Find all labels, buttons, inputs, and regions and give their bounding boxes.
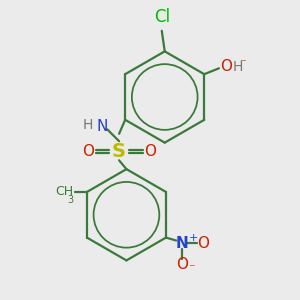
- Text: O: O: [220, 59, 232, 74]
- Text: ⁻: ⁻: [189, 262, 195, 275]
- Text: O: O: [82, 144, 94, 159]
- Text: ⁻: ⁻: [239, 57, 246, 70]
- Text: S: S: [112, 142, 126, 161]
- Text: O: O: [176, 256, 188, 272]
- Text: H: H: [82, 118, 93, 132]
- Text: 3: 3: [68, 196, 74, 206]
- Text: N: N: [176, 236, 188, 251]
- Text: O: O: [197, 236, 209, 251]
- Text: O: O: [144, 144, 156, 159]
- Text: Cl: Cl: [154, 8, 170, 26]
- Text: H: H: [232, 60, 243, 74]
- Text: N: N: [97, 119, 108, 134]
- Text: CH: CH: [56, 185, 74, 199]
- Text: +: +: [189, 233, 198, 243]
